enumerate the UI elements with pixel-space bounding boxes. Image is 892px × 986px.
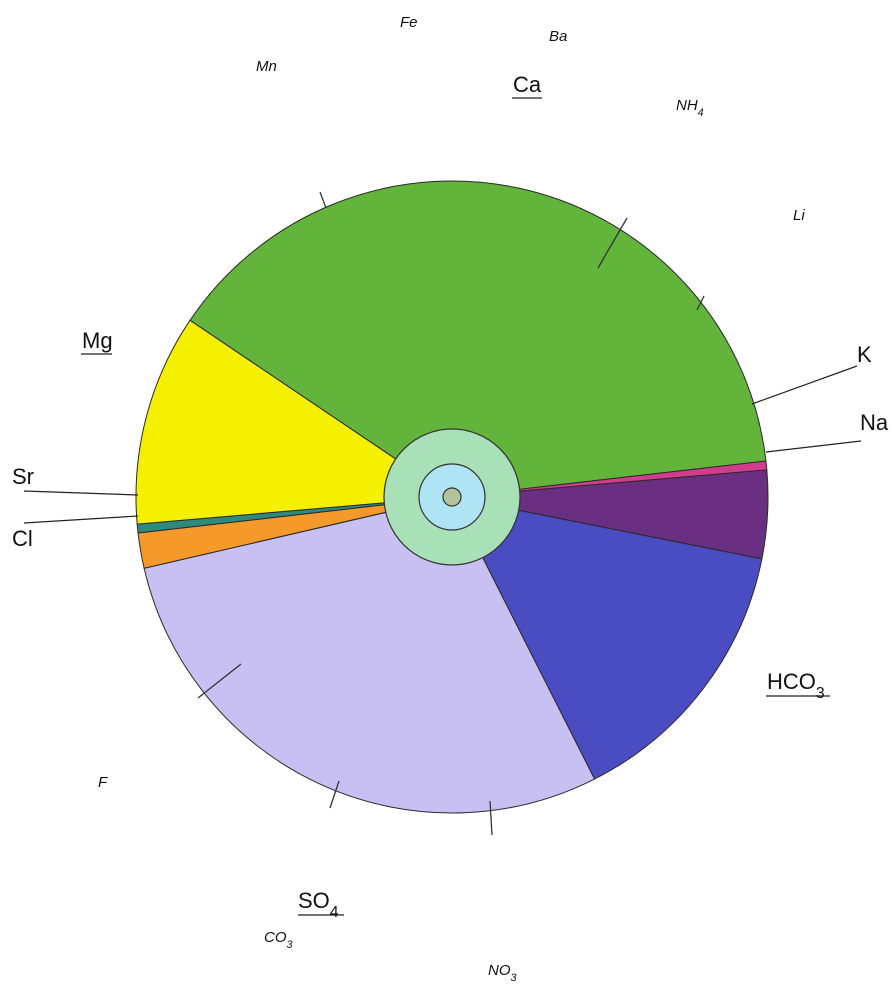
label-hco3: HCO3	[767, 669, 825, 702]
tick-mark	[597, 217, 628, 269]
label-hco3-text: HCO3	[767, 669, 825, 702]
label-mg: Mg	[82, 328, 113, 353]
na-leader-line	[765, 440, 862, 453]
label-ca: Ca	[513, 72, 542, 97]
label-co3: CO3	[264, 929, 293, 951]
label-f: F	[98, 774, 108, 791]
slice-tick-marks	[197, 191, 705, 836]
tick-mark	[197, 663, 242, 699]
pie-slices	[135, 180, 769, 814]
tick-mark	[696, 295, 705, 311]
label-no3: NO3	[488, 962, 517, 984]
center-rings	[383, 428, 521, 566]
label-so4-text: SO4	[298, 888, 339, 921]
k-leader-line	[751, 365, 858, 405]
label-na: Na	[860, 410, 889, 435]
tick-mark	[329, 780, 340, 809]
slice-hco3	[451, 496, 763, 780]
label-fe: Fe	[400, 14, 418, 31]
core-dot	[442, 487, 462, 507]
label-li: Li	[793, 207, 805, 224]
slice-ca	[189, 180, 767, 498]
sr-leader-line	[23, 490, 139, 496]
label-mn: Mn	[256, 58, 277, 75]
label-k: K	[857, 342, 872, 367]
slice-so4	[143, 496, 596, 814]
label-so4: SO4	[298, 888, 339, 921]
cl-leader-line	[23, 515, 139, 524]
leader-lines	[23, 97, 862, 916]
label-sr: Sr	[12, 464, 34, 489]
label-nh4: NH4	[676, 97, 704, 119]
slice-mg	[135, 319, 454, 525]
label-ba: Ba	[549, 28, 567, 45]
tick-mark	[489, 800, 493, 836]
tick-mark	[319, 191, 327, 209]
label-cl: Cl	[12, 526, 33, 551]
